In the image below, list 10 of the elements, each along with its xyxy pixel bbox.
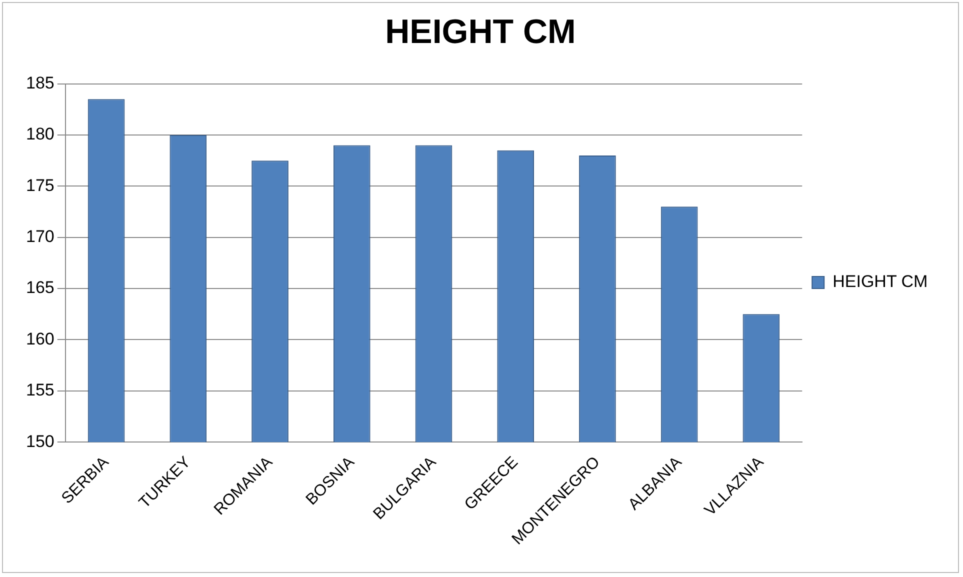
y-tick-label: 165 [26,278,54,298]
y-tick-label: 155 [26,380,54,400]
y-tick-label: 160 [26,329,54,348]
chart-title: HEIGHT CM [385,12,576,51]
y-tick-label: 180 [26,124,54,144]
y-tick-label: 170 [26,227,54,246]
y-tick-label: 175 [26,176,54,195]
y-tick-label: 150 [26,432,54,451]
legend-label: HEIGHT CM [832,272,928,292]
y-tick-label: 185 [26,73,54,92]
